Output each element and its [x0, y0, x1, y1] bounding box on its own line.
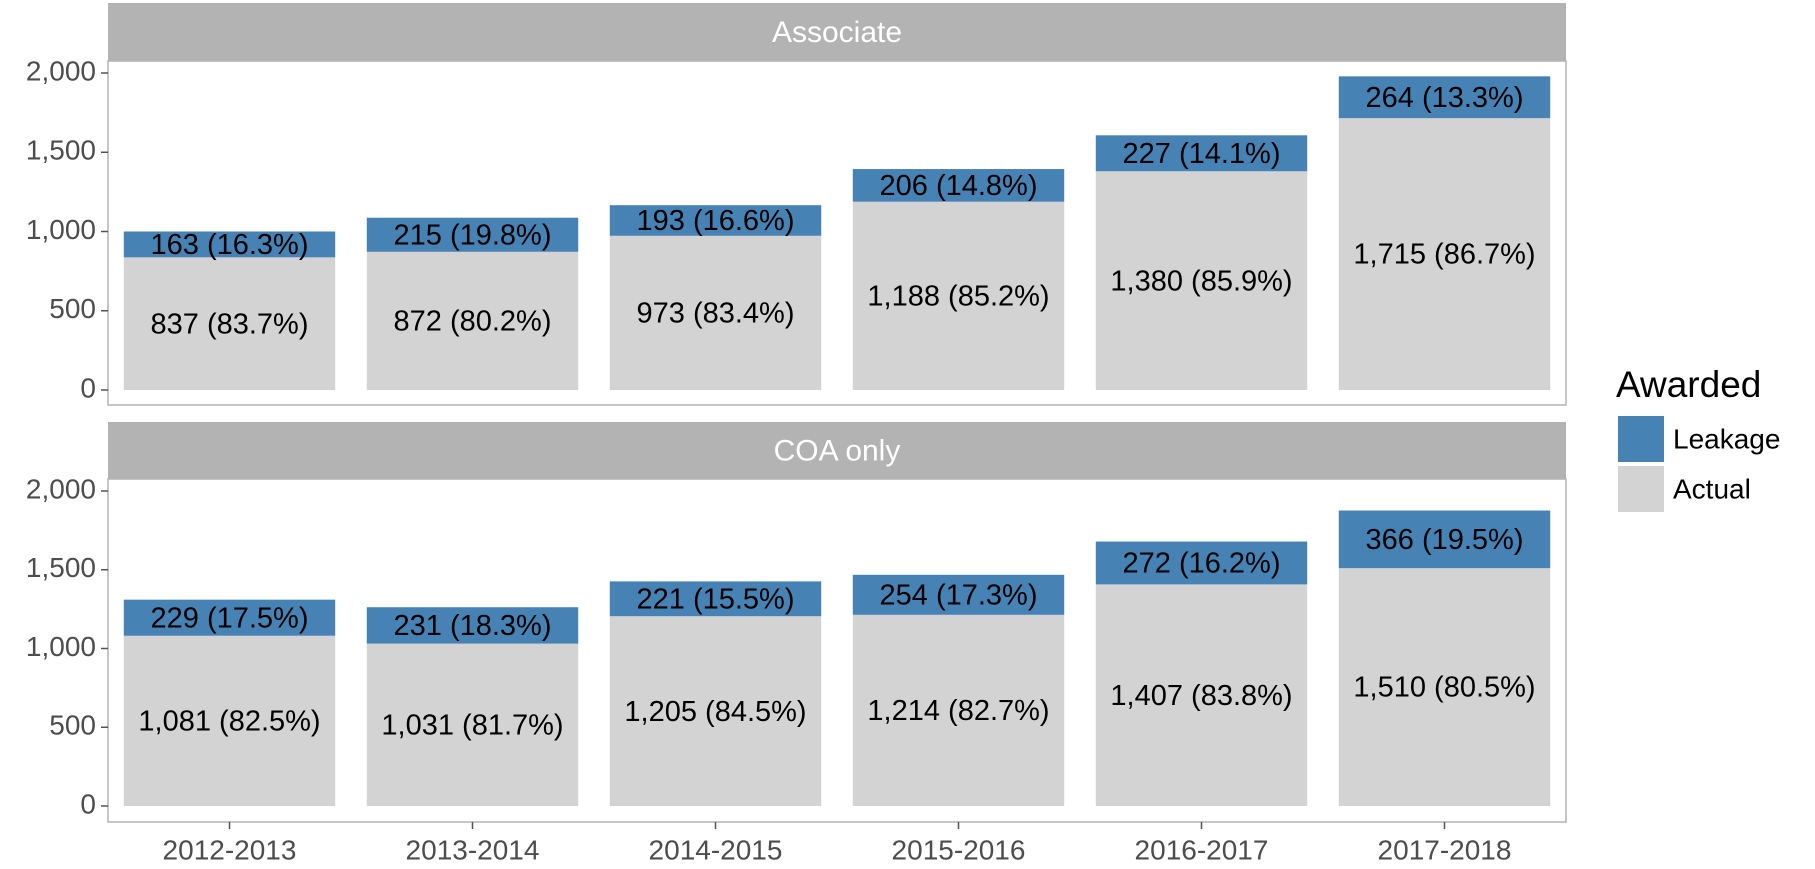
bar-segment	[609, 205, 822, 236]
value-label: 231 (18.3%)	[394, 610, 552, 642]
bar-segment	[1338, 76, 1551, 119]
y-tick-label: 2,000	[26, 55, 96, 86]
bar-segment	[852, 169, 1065, 202]
value-label: 229 (17.5%)	[151, 602, 309, 634]
value-label: 366 (19.5%)	[1366, 524, 1524, 556]
bar-segment	[123, 231, 336, 258]
bar-segment	[1095, 171, 1308, 390]
value-label: 221 (15.5%)	[637, 583, 795, 615]
bar-segment	[852, 201, 1065, 390]
y-tick-label: 1,000	[26, 214, 96, 245]
bar-segment	[1095, 135, 1308, 172]
bar-segment	[123, 635, 336, 806]
bar-segment	[852, 574, 1065, 615]
value-label: 264 (13.3%)	[1366, 82, 1524, 114]
y-tick-label: 500	[49, 710, 96, 741]
value-label: 1,188 (85.2%)	[867, 281, 1049, 313]
bar-segment	[366, 643, 579, 806]
value-label: 872 (80.2%)	[394, 306, 552, 338]
x-tick-label: 2016-2017	[1135, 834, 1269, 865]
bar-segment	[366, 607, 579, 644]
value-label: 1,715 (86.7%)	[1353, 239, 1535, 271]
y-tick-label: 2,000	[26, 473, 96, 504]
value-label: 1,510 (80.5%)	[1353, 672, 1535, 704]
value-label: 272 (16.2%)	[1123, 548, 1281, 580]
value-label: 1,205 (84.5%)	[624, 696, 806, 728]
value-label: 1,407 (83.8%)	[1110, 680, 1292, 712]
strip	[108, 3, 1566, 61]
panel-title: Associate	[772, 16, 902, 49]
y-tick-label: 0	[80, 372, 96, 403]
bar-segment	[1095, 584, 1308, 806]
panel-border	[107, 478, 1567, 823]
bar-segment	[1338, 510, 1551, 569]
bar-segment	[366, 217, 579, 252]
value-label: 1,214 (82.7%)	[867, 695, 1049, 727]
bar-segment	[1338, 118, 1551, 391]
legend-key	[1618, 416, 1664, 462]
y-tick-label: 500	[49, 293, 96, 324]
legend-label: Leakage	[1673, 423, 1780, 454]
value-label: 973 (83.4%)	[637, 298, 795, 330]
value-label: 254 (17.3%)	[880, 579, 1038, 611]
y-tick-label: 0	[80, 788, 96, 819]
x-tick-label: 2015-2016	[892, 834, 1026, 865]
x-tick-label: 2017-2018	[1378, 834, 1512, 865]
value-label: 837 (83.7%)	[151, 308, 309, 340]
bar-segment	[366, 251, 579, 390]
value-label: 193 (16.6%)	[637, 205, 795, 237]
value-label: 1,081 (82.5%)	[138, 706, 320, 738]
x-tick-label: 2012-2013	[163, 834, 297, 865]
value-label: 1,380 (85.9%)	[1110, 265, 1292, 297]
legend-key	[1618, 466, 1664, 512]
bar-segment	[609, 581, 822, 617]
bar-segment	[852, 614, 1065, 806]
strip	[108, 422, 1566, 479]
bar-segment	[123, 257, 336, 390]
y-tick-label: 1,000	[26, 631, 96, 662]
value-label: 227 (14.1%)	[1123, 138, 1281, 170]
value-label: 1,031 (81.7%)	[381, 709, 563, 741]
bar-segment	[1338, 568, 1551, 806]
bar-segment	[609, 616, 822, 806]
bar-segment	[123, 599, 336, 636]
panel-border	[107, 60, 1567, 406]
bar-segment	[1095, 541, 1308, 585]
value-label: 215 (19.8%)	[394, 219, 552, 251]
legend-title: Awarded	[1616, 364, 1761, 405]
value-label: 206 (14.8%)	[880, 170, 1038, 202]
y-tick-label: 1,500	[26, 552, 96, 583]
x-tick-label: 2014-2015	[649, 834, 783, 865]
x-tick-label: 2013-2014	[406, 834, 540, 865]
panel-title: COA only	[774, 434, 901, 467]
legend-label: Actual	[1673, 473, 1751, 504]
value-label: 163 (16.3%)	[151, 229, 309, 261]
y-tick-label: 1,500	[26, 135, 96, 166]
bar-segment	[609, 235, 822, 390]
